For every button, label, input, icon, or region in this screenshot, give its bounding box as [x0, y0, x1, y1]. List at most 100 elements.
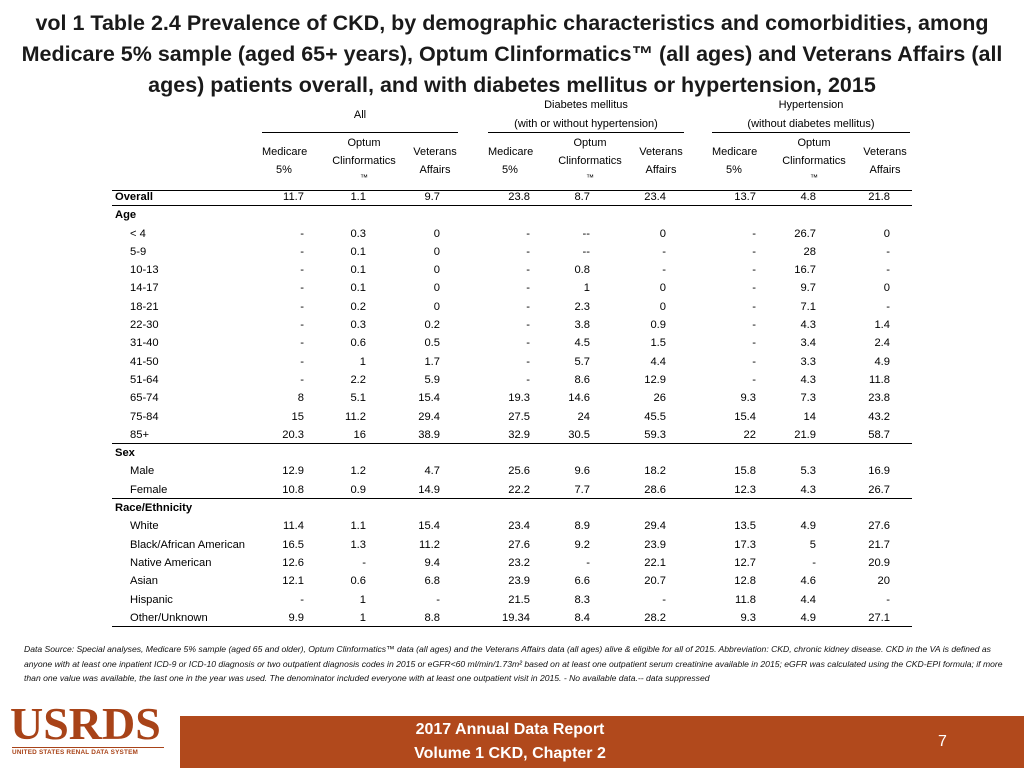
- column-header-medicare: Medicare 5%: [262, 143, 307, 179]
- row-label: Female: [130, 483, 168, 496]
- table-cell: 27.1: [868, 611, 890, 624]
- table-cell: -: [300, 282, 304, 295]
- row-label: 14-17: [130, 282, 159, 295]
- row-label: Sex: [115, 447, 135, 460]
- table-cell: 9.3: [740, 611, 756, 624]
- table-cell: 0: [883, 227, 890, 240]
- table-cell: 27.5: [508, 410, 530, 423]
- table-cell: 15: [291, 410, 304, 423]
- data-source-footnote: Data Source: Special analyses, Medicare …: [24, 644, 1003, 683]
- group-rule-ht: [712, 132, 910, 133]
- table-row: 18-21 - 0.2 0 - 2.3 0 - 7.1 -: [112, 298, 912, 316]
- table-cell: 0.1: [350, 245, 366, 258]
- report-title: 2017 Annual Data Report Volume 1 CKD, Ch…: [380, 718, 640, 766]
- table-cell: 23.9: [644, 538, 666, 551]
- table-cell: 8.9: [574, 520, 590, 533]
- table-cell: 12.1: [282, 575, 304, 588]
- column-header-medicare: Medicare 5%: [488, 143, 533, 179]
- usrds-logo: USRDS: [10, 698, 161, 749]
- table-cell: 0: [659, 227, 666, 240]
- table-row: 75-84 15 11.2 29.4 27.5 24 45.5 15.4 14 43.2: [112, 408, 912, 426]
- row-label: < 4: [130, 227, 146, 240]
- table-cell: 5.9: [424, 373, 440, 386]
- table-cell: 24: [577, 410, 590, 423]
- page-number: 7: [938, 733, 947, 750]
- table-cell: 12.9: [644, 373, 666, 386]
- table-cell: 0: [659, 282, 666, 295]
- table-cell: 1.1: [350, 191, 366, 203]
- table-cell: 0: [433, 227, 440, 240]
- column-header-line: 5%: [502, 164, 518, 176]
- table-cell: 3.4: [800, 337, 816, 350]
- table-cell: 19.3: [508, 392, 530, 405]
- group-header-dm-1: Diabetes mellitus: [544, 99, 628, 111]
- row-label: 85+: [130, 428, 149, 441]
- table-cell: -: [362, 556, 366, 569]
- column-header-line: Optum: [573, 137, 607, 149]
- table-cell: 8: [297, 392, 304, 405]
- row-label: 75-84: [130, 410, 159, 423]
- table-cell: -: [300, 373, 304, 386]
- table-cell: -: [526, 373, 530, 386]
- table-cell: 8.3: [574, 593, 590, 606]
- table-cell: 4.9: [800, 611, 816, 624]
- table-cell: 16.5: [282, 538, 304, 551]
- table-cell: 1: [583, 282, 590, 295]
- table-cell: 3.3: [800, 355, 816, 368]
- column-header-va: Veterans Affairs: [400, 143, 470, 179]
- table-cell: 1.4: [874, 319, 890, 332]
- table-cell: -: [662, 245, 666, 258]
- table-cell: 13.5: [734, 520, 756, 533]
- table-cell: -: [300, 264, 304, 277]
- table-cell: 8.4: [574, 611, 590, 624]
- table-row: < 4-0.3 0- -- 0-26.7 0: [112, 225, 912, 243]
- table-cell: 15.4: [418, 392, 440, 405]
- row-label: 41-50: [130, 355, 159, 368]
- table-cell: -: [752, 373, 756, 386]
- table-cell: -: [752, 319, 756, 332]
- row-label: Hispanic: [130, 593, 173, 606]
- table-cell: -: [586, 556, 590, 569]
- table-cell: 28.6: [644, 483, 666, 496]
- table-cell: 4.3: [800, 319, 816, 332]
- table-cell: 11.8: [735, 593, 756, 606]
- table-cell: 4.9: [874, 355, 890, 368]
- column-header-line: Veterans: [413, 146, 457, 158]
- table-cell: 15.8: [734, 465, 756, 478]
- table-cell: 4.4: [800, 593, 816, 606]
- group-header-ht-1: Hypertension: [778, 99, 844, 111]
- table-cell: 29.4: [418, 410, 440, 423]
- table-cell: 16.7: [794, 264, 816, 277]
- row-label: 10-13: [130, 264, 159, 277]
- table-cell: -: [752, 300, 756, 313]
- table-cell: 58.7: [868, 428, 890, 441]
- table-cell: 15.4: [418, 520, 440, 533]
- table-cell: -: [526, 282, 530, 295]
- table-cell: 20.9: [868, 556, 890, 569]
- table-cell: 4.4: [650, 355, 666, 368]
- table-cell: 23.8: [868, 392, 890, 405]
- table-cell: 0.9: [350, 483, 366, 496]
- table-cell: 1.5: [650, 337, 666, 350]
- table-cell: -: [752, 227, 756, 240]
- table-cell: 9.7: [800, 282, 816, 295]
- table-cell: 8.6: [574, 373, 590, 386]
- table-cell: 1.7: [424, 355, 440, 368]
- table-cell: 23.8: [508, 191, 530, 203]
- table-cell: --: [582, 227, 590, 240]
- usrds-logo-subtitle: UNITED STATES RENAL DATA SYSTEM: [12, 749, 139, 756]
- table-cell: -: [886, 593, 890, 606]
- table-cell: 0.6: [350, 575, 366, 588]
- table-cell: 29.4: [644, 520, 666, 533]
- table-cell: -: [526, 245, 530, 258]
- table-cell: 20.3: [282, 428, 304, 441]
- row-label: 22-30: [130, 319, 159, 332]
- table-cell: -: [812, 556, 816, 569]
- header-rule: [112, 190, 912, 191]
- table-cell: 0.3: [350, 227, 366, 240]
- table-cell: 32.9: [508, 428, 530, 441]
- table-row: Asian 12.1 0.6 6.8 23.9 6.6 20.7 12.8 4.6 20: [112, 572, 912, 590]
- table-row: 22-30 - 0.3 0.2 - 3.8 0.9 - 4.3 1.4: [112, 316, 912, 334]
- table-cell: 26: [653, 392, 666, 405]
- table-cell: 4.6: [800, 575, 816, 588]
